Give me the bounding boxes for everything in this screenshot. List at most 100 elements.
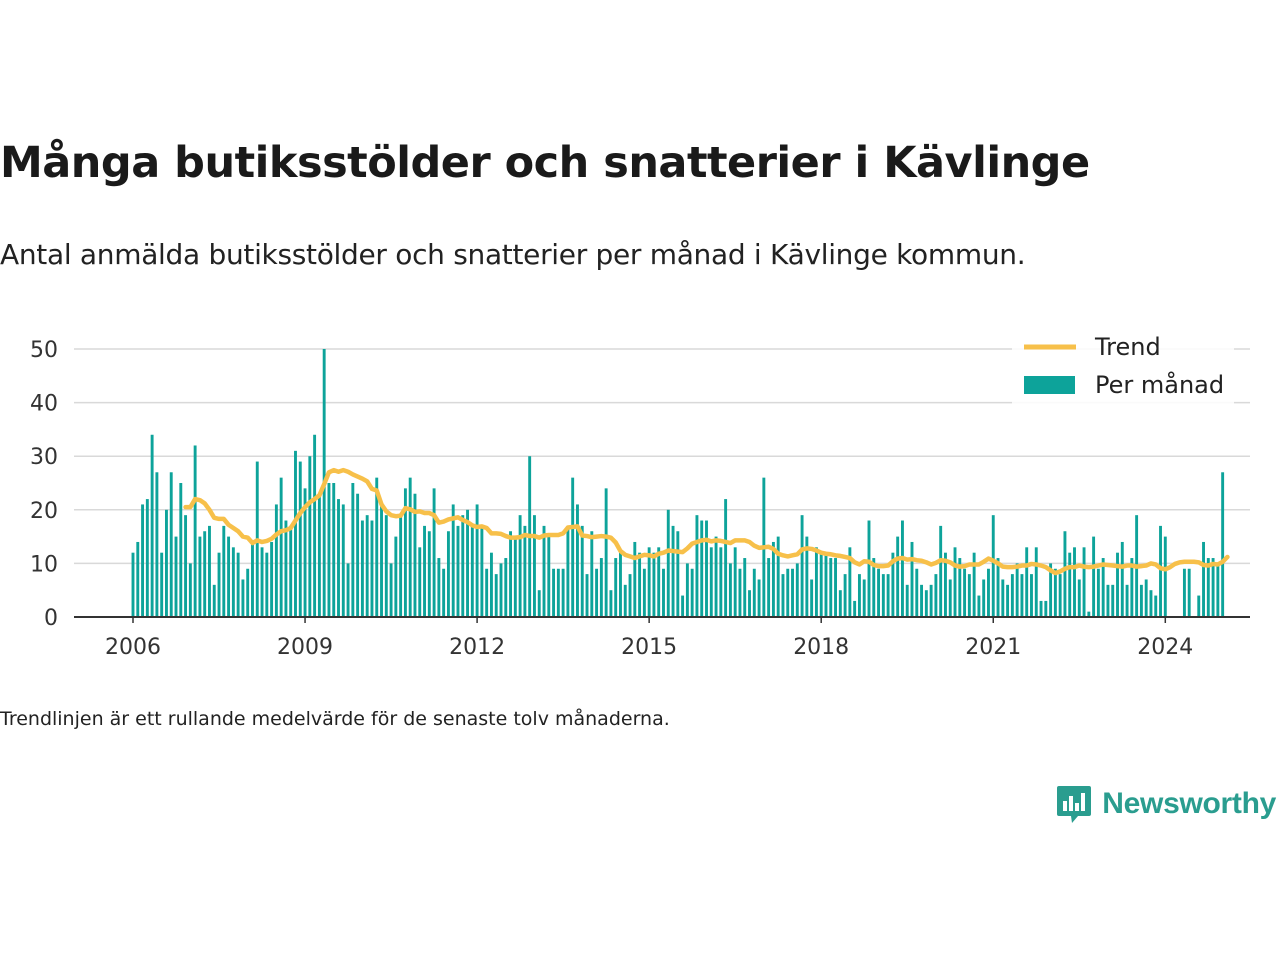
bar bbox=[203, 531, 207, 617]
bar bbox=[466, 509, 469, 617]
bar bbox=[150, 434, 154, 617]
bar bbox=[327, 483, 331, 617]
bar bbox=[638, 552, 642, 617]
bar bbox=[867, 520, 871, 617]
bar bbox=[556, 568, 560, 617]
bar bbox=[709, 547, 713, 617]
bar bbox=[1039, 600, 1043, 617]
bar bbox=[1087, 611, 1091, 617]
bar bbox=[423, 525, 426, 617]
footnote: Trendlinjen är ett rullande medelvärde f… bbox=[0, 708, 670, 730]
bar bbox=[642, 568, 646, 617]
bar bbox=[814, 547, 818, 617]
bar bbox=[896, 536, 900, 617]
bar bbox=[317, 493, 321, 617]
bar bbox=[1034, 547, 1038, 617]
bar bbox=[690, 568, 694, 617]
bar bbox=[141, 504, 145, 617]
bar bbox=[724, 499, 728, 617]
bar bbox=[1187, 568, 1191, 617]
bar bbox=[666, 509, 670, 617]
bar bbox=[547, 536, 551, 617]
bar bbox=[853, 600, 857, 617]
bar bbox=[719, 547, 723, 617]
bar bbox=[857, 574, 861, 617]
x-axis-ticks: 2006 2009 2012 2015 2018 2021 2024 bbox=[105, 617, 1193, 660]
bar bbox=[623, 584, 627, 617]
bar bbox=[184, 515, 188, 617]
y-tick-label: 30 bbox=[30, 445, 58, 470]
bar bbox=[1068, 552, 1072, 617]
bar bbox=[953, 547, 957, 617]
bar bbox=[246, 568, 250, 617]
bar bbox=[298, 461, 302, 617]
bar bbox=[705, 520, 708, 617]
bar bbox=[1044, 600, 1048, 617]
bar bbox=[748, 590, 751, 617]
bar bbox=[695, 515, 699, 617]
bar bbox=[403, 488, 407, 617]
bar bbox=[537, 590, 541, 617]
bar bbox=[944, 552, 947, 617]
bar bbox=[1063, 531, 1067, 617]
bar bbox=[332, 483, 336, 617]
bar bbox=[1154, 595, 1158, 617]
newsworthy-logo-icon bbox=[1057, 786, 1092, 823]
bar bbox=[1053, 568, 1057, 617]
bar bbox=[1144, 579, 1148, 617]
bar bbox=[881, 574, 885, 617]
bar bbox=[1206, 558, 1210, 617]
bar bbox=[590, 531, 594, 617]
bar bbox=[480, 525, 484, 617]
bar bbox=[509, 531, 512, 617]
bar bbox=[834, 558, 837, 617]
bar bbox=[819, 552, 823, 617]
bar bbox=[886, 574, 890, 617]
bar bbox=[193, 445, 197, 617]
bar bbox=[346, 563, 350, 617]
bar bbox=[628, 574, 632, 617]
bar bbox=[394, 536, 398, 617]
bar bbox=[1049, 563, 1053, 617]
x-tick-label: 2009 bbox=[277, 635, 333, 660]
bar bbox=[446, 531, 450, 617]
bar bbox=[700, 520, 704, 617]
bar bbox=[208, 525, 211, 617]
bar bbox=[810, 579, 814, 617]
bar bbox=[337, 499, 340, 617]
bar bbox=[781, 574, 785, 617]
bar bbox=[499, 563, 503, 617]
bar bbox=[518, 515, 522, 617]
bar bbox=[131, 552, 135, 617]
bar bbox=[227, 536, 231, 617]
bar bbox=[174, 536, 178, 617]
bar bbox=[571, 477, 575, 617]
bar bbox=[987, 568, 990, 617]
bar bbox=[991, 515, 995, 617]
bar bbox=[1111, 584, 1115, 617]
bar bbox=[1030, 574, 1033, 617]
bar bbox=[561, 568, 565, 617]
bar bbox=[877, 568, 880, 617]
y-tick-label: 0 bbox=[44, 606, 58, 631]
bar bbox=[294, 450, 297, 617]
bar bbox=[1077, 579, 1081, 617]
x-tick-label: 2015 bbox=[621, 635, 677, 660]
bar bbox=[767, 558, 771, 617]
bar bbox=[609, 590, 613, 617]
bar bbox=[843, 574, 847, 617]
bar bbox=[212, 584, 216, 617]
bar bbox=[977, 595, 981, 617]
x-tick-label: 2006 bbox=[105, 635, 161, 660]
bar bbox=[222, 525, 226, 617]
bar bbox=[308, 456, 312, 617]
bar bbox=[738, 568, 742, 617]
newsworthy-logo[interactable]: Newsworthy bbox=[1056, 784, 1276, 824]
bar bbox=[982, 579, 986, 617]
bar bbox=[685, 563, 689, 617]
bar bbox=[313, 434, 317, 617]
bar bbox=[786, 568, 790, 617]
bar bbox=[1139, 584, 1143, 617]
bar bbox=[145, 499, 149, 617]
bar bbox=[265, 552, 269, 617]
